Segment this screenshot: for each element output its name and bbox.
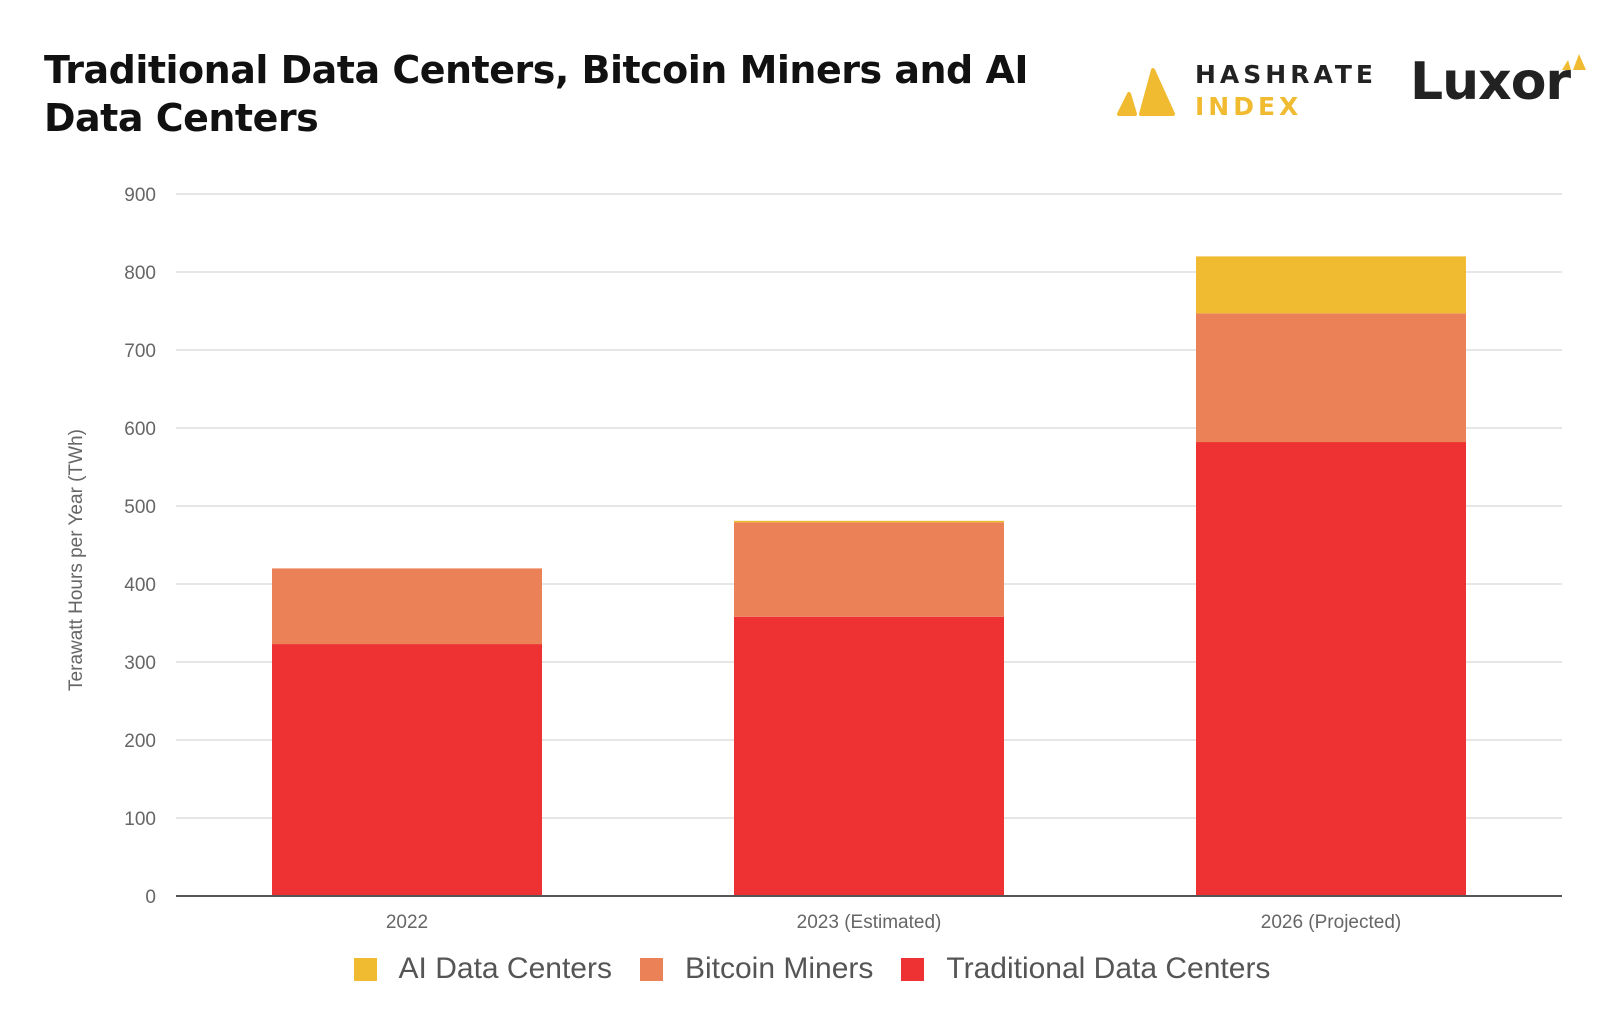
y-tick-label: 500 [124, 497, 156, 518]
bar-ai-data-centers-1 [734, 520, 1004, 523]
y-tick-label: 600 [124, 419, 156, 440]
legend-item: Bitcoin Miners [639, 952, 874, 986]
y-tick-label: 300 [124, 653, 156, 674]
hashrate-index-logo: HASHRATE INDEX [1115, 58, 1373, 128]
hashrate-logo-word-bottom: INDEX [1195, 92, 1303, 121]
legend-item: AI Data Centers [353, 952, 612, 986]
y-tick-label: 900 [124, 185, 156, 206]
bar-traditional-data-centers-1 [734, 616, 1004, 896]
bar-traditional-data-centers-2 [1196, 442, 1466, 896]
bars [272, 256, 1466, 896]
x-tick-label: 2022 [386, 912, 428, 933]
bar-ai-data-centers-2 [1196, 256, 1466, 314]
legend-item: Traditional Data Centers [901, 952, 1270, 986]
bar-bitcoin-miners-2 [1196, 313, 1466, 443]
y-tick-label: 0 [145, 887, 156, 908]
legend-swatch [901, 957, 925, 981]
legend-swatch [353, 957, 377, 981]
chart-title: Traditional Data Centers, Bitcoin Miners… [44, 48, 1029, 140]
stacked-bar-chart: 0 100 200 300 400 500 600 700 800 900 2022 2023 (E… [66, 185, 1562, 933]
luxor-logo-mark-icon [1562, 54, 1586, 70]
hashrate-logo-word-top: HASHRATE [1195, 60, 1377, 89]
legend-label: Bitcoin Miners [684, 952, 874, 985]
legend-label: Traditional Data Centers [946, 952, 1271, 985]
y-tick-label: 400 [124, 575, 156, 596]
y-axis-title: Terawatt Hours per Year (TWh) [66, 429, 87, 691]
y-axis-ticks: 0 100 200 300 400 500 600 700 800 900 [124, 185, 156, 908]
y-tick-label: 800 [124, 263, 156, 284]
legend-swatch [639, 957, 663, 981]
hashrate-logo-mark-icon [1117, 68, 1175, 116]
bar-bitcoin-miners-0 [272, 568, 542, 645]
y-tick-label: 700 [124, 341, 156, 362]
bar-bitcoin-miners-1 [734, 522, 1004, 617]
y-tick-label: 100 [124, 809, 156, 830]
x-axis-ticks: 2022 2023 (Estimated) 2026 (Projected) [386, 912, 1401, 933]
bar-traditional-data-centers-0 [272, 644, 542, 896]
chart-legend: AI Data Centers Bitcoin Miners Traditional… [0, 952, 1624, 986]
legend-label: AI Data Centers [398, 952, 612, 985]
y-tick-label: 200 [124, 731, 156, 752]
x-tick-label: 2026 (Projected) [1261, 912, 1401, 933]
luxor-logo-word: Luxor [1410, 52, 1571, 112]
luxor-logo: Luxor [1410, 52, 1590, 122]
x-tick-label: 2023 (Estimated) [797, 912, 942, 933]
